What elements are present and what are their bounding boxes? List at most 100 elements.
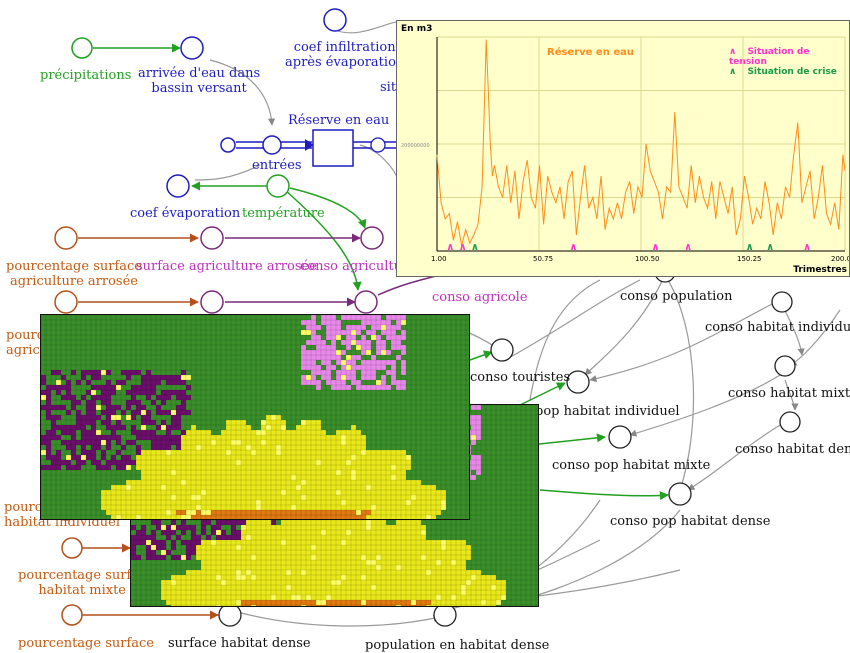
map-cell	[181, 510, 186, 515]
map-cell	[156, 455, 161, 460]
map-cell	[266, 425, 271, 430]
map-cell	[56, 390, 61, 395]
map-cell	[316, 590, 321, 595]
map-cell	[331, 580, 336, 585]
map-cell	[416, 570, 421, 575]
map-cell	[361, 470, 366, 475]
map-cell	[196, 545, 201, 550]
map-cell	[316, 475, 321, 480]
map-cell	[396, 540, 401, 545]
map-cell	[411, 550, 416, 555]
map-cell	[361, 450, 366, 455]
map-cell	[301, 555, 306, 560]
map-cell	[121, 500, 126, 505]
map-cell	[271, 560, 276, 565]
map-cell	[151, 400, 156, 405]
map-cell	[306, 435, 311, 440]
map-cell	[431, 570, 436, 575]
map-cell	[341, 595, 346, 600]
map-cell	[431, 540, 436, 545]
map-cell	[441, 555, 446, 560]
map-cell	[371, 565, 376, 570]
map-cell	[236, 450, 241, 455]
map-cell	[181, 485, 186, 490]
map-cell	[406, 510, 411, 515]
map-cell	[321, 565, 326, 570]
map-cell	[206, 485, 211, 490]
map-cell	[351, 355, 356, 360]
map-cell	[271, 445, 276, 450]
map-cell	[186, 385, 191, 390]
map-cell	[326, 330, 331, 335]
map-cell	[446, 550, 451, 555]
map-cell	[236, 505, 241, 510]
map-cell	[381, 545, 386, 550]
map-cell	[256, 600, 261, 605]
map-cell	[171, 515, 176, 519]
map-cell	[311, 575, 316, 580]
label-pop-habitat-indiv: pop habitat individuel	[535, 404, 680, 419]
map-cell	[201, 575, 206, 580]
map-cell	[276, 525, 281, 530]
map-cell	[381, 520, 386, 525]
map-cell	[406, 555, 411, 560]
map-cell	[51, 435, 56, 440]
map-cell	[71, 450, 76, 455]
map-cell	[211, 475, 216, 480]
map-cell	[166, 410, 171, 415]
map-cell	[286, 565, 291, 570]
map-cell	[336, 470, 341, 475]
map-cell	[181, 455, 186, 460]
map-cell	[271, 450, 276, 455]
map-cell	[326, 560, 331, 565]
map-cell	[246, 560, 251, 565]
map-cell	[76, 455, 81, 460]
map-cell	[471, 425, 476, 430]
map-cell	[396, 520, 401, 525]
map-cell	[396, 500, 401, 505]
map-cell	[216, 605, 221, 606]
map-cell	[251, 590, 256, 595]
map-cell	[331, 480, 336, 485]
map-cell	[471, 465, 476, 470]
map-cell	[356, 430, 361, 435]
map-cell	[301, 580, 306, 585]
map-cell	[346, 355, 351, 360]
map-cell	[451, 605, 456, 606]
map-cell	[251, 555, 256, 560]
map-cell	[281, 595, 286, 600]
map-cell	[441, 490, 446, 495]
map-cell	[361, 465, 366, 470]
map-cell	[116, 420, 121, 425]
map-cell	[111, 425, 116, 430]
map-cell	[61, 440, 66, 445]
map-cell	[361, 545, 366, 550]
label-conso-pop-habitat-mixte: conso pop habitat mixte	[552, 458, 711, 473]
map-cell	[331, 470, 336, 475]
map-cell	[131, 535, 136, 540]
map-cell	[396, 550, 401, 555]
map-cell	[396, 605, 401, 606]
map-cell	[46, 385, 51, 390]
map-cell	[231, 565, 236, 570]
map-cell	[466, 585, 471, 590]
map-cell	[81, 420, 86, 425]
map-cell	[66, 410, 71, 415]
map-cell	[281, 475, 286, 480]
map-cell	[266, 605, 271, 606]
map-cell	[231, 435, 236, 440]
map-cell	[246, 520, 251, 525]
map-cell	[496, 595, 501, 600]
map-cell	[151, 530, 156, 535]
map-cell	[366, 320, 371, 325]
map-cell	[261, 555, 266, 560]
map-cell	[256, 470, 261, 475]
map-cell	[161, 395, 166, 400]
map-cell	[301, 600, 306, 605]
map-cell	[296, 530, 301, 535]
map-cell	[161, 420, 166, 425]
map-cell	[306, 380, 311, 385]
map-cell	[276, 545, 281, 550]
map-cell	[336, 350, 341, 355]
map-cell	[391, 540, 396, 545]
